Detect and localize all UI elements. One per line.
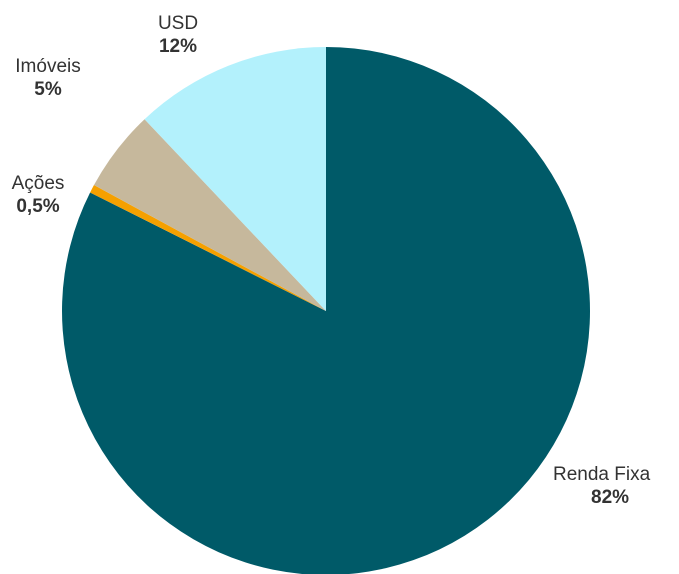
slice-name: USD	[157, 13, 199, 34]
slice-value: 5%	[34, 79, 62, 100]
slice-label-imoveis: Imóveis 5%	[10, 55, 86, 101]
slice-label-usd: USD 12%	[148, 12, 208, 58]
slice-value: 0,5%	[16, 196, 60, 217]
slice-value: 82%	[591, 487, 630, 508]
pie-slice-acoes	[90, 185, 327, 311]
pie-slice-imoveis	[93, 119, 326, 312]
pie-slices	[62, 46, 590, 574]
slice-label-acoes: Ações 0,5%	[8, 172, 68, 218]
slice-value: 12%	[158, 36, 198, 57]
pie-slice-usd	[144, 46, 326, 311]
pie-slice-renda-fixa	[62, 47, 590, 574]
slice-label-renda-fixa: Renda Fixa 82%	[553, 463, 679, 509]
slice-name: Imóveis	[15, 56, 81, 77]
slice-name: Ações	[11, 173, 65, 194]
slice-name: Renda Fixa	[553, 464, 651, 485]
